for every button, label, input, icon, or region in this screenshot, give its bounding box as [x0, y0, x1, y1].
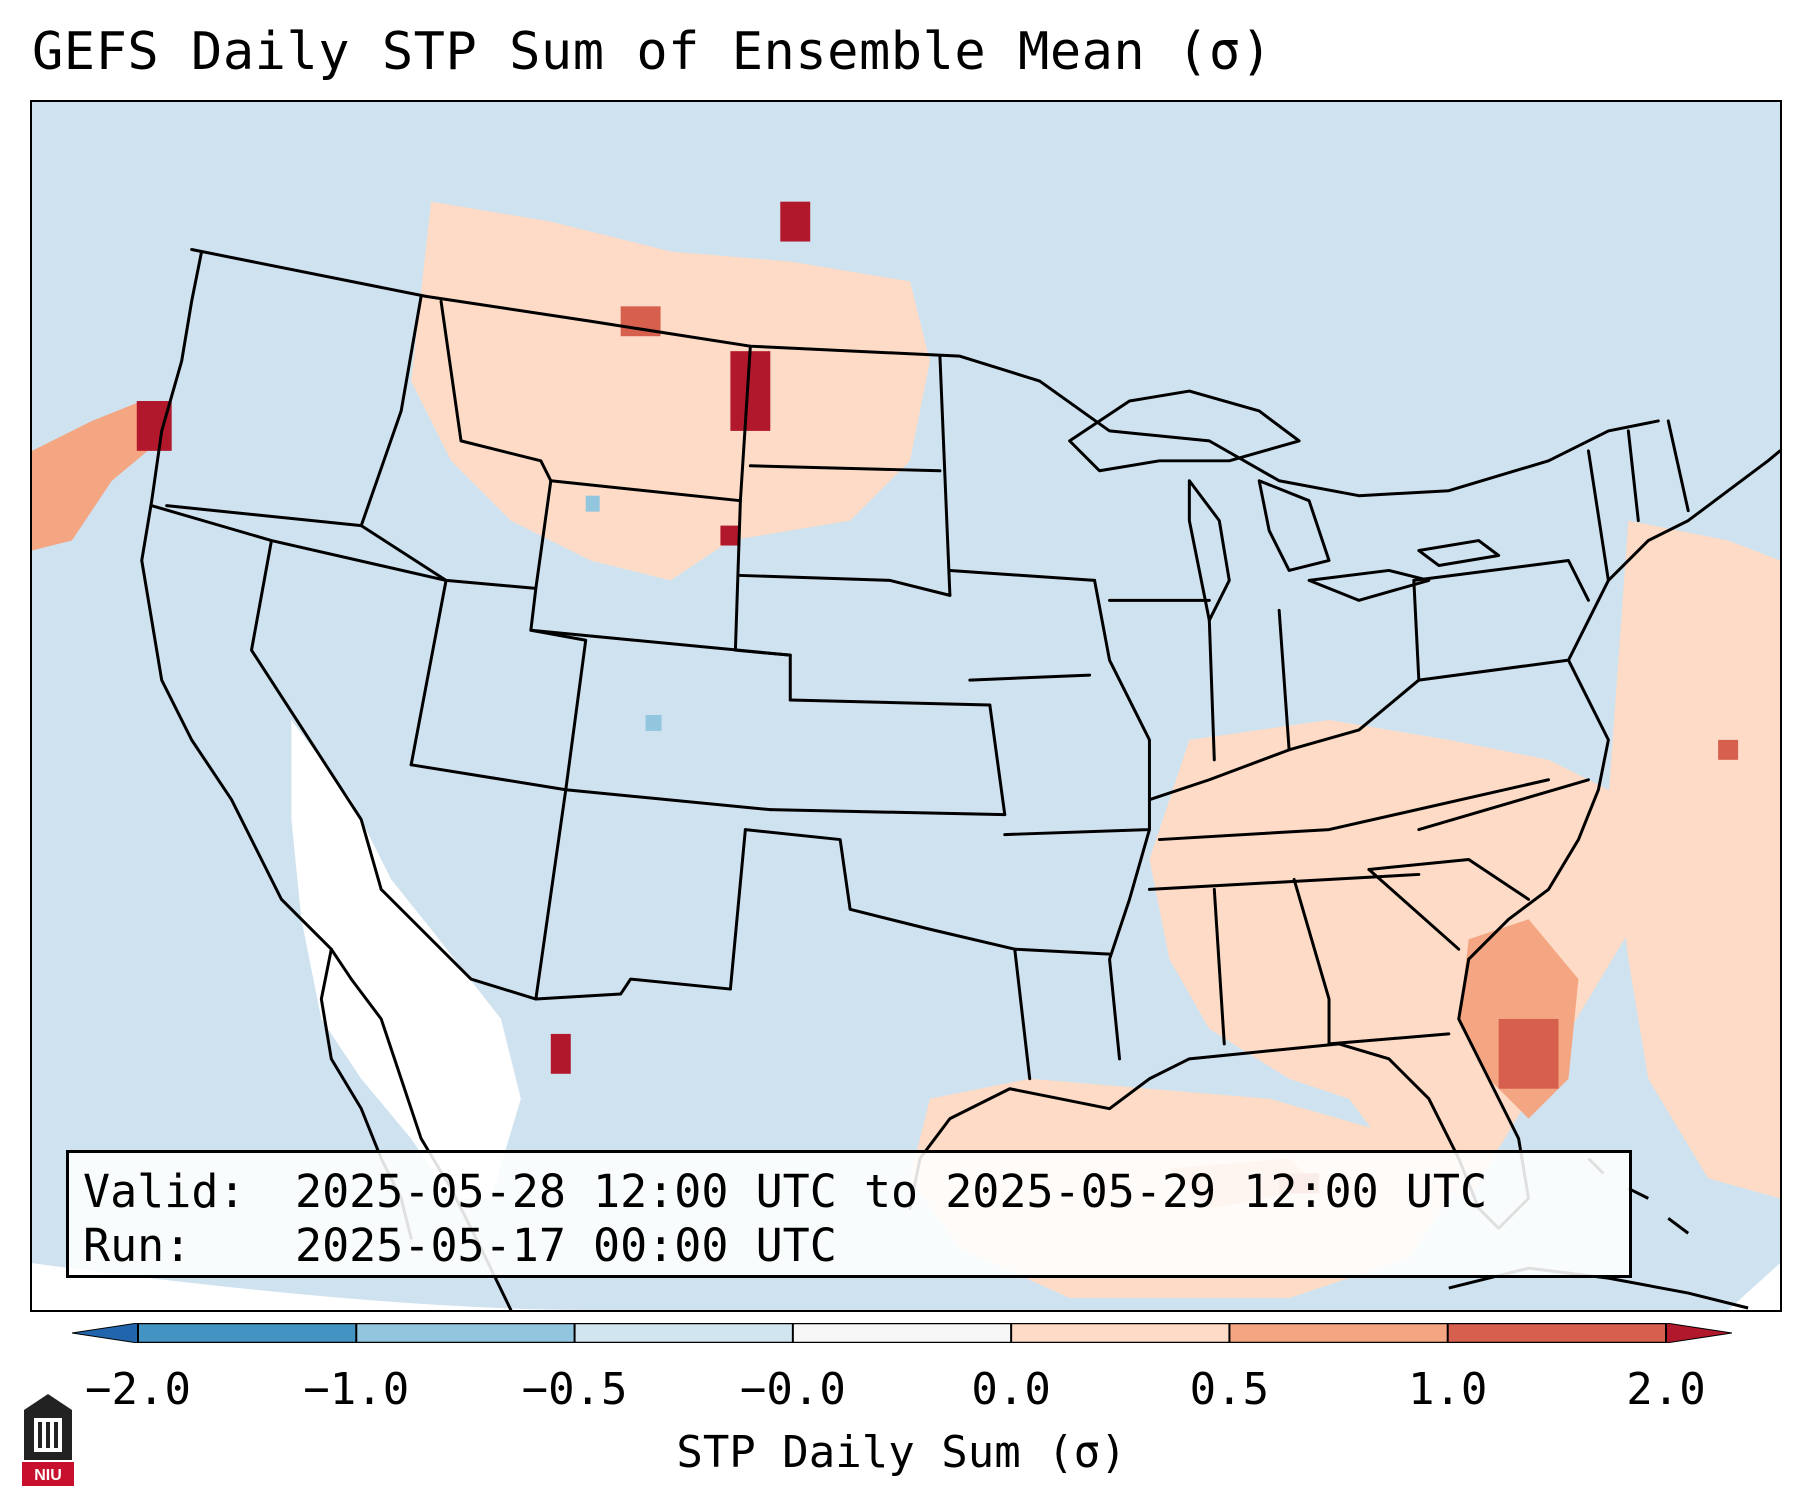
border-al-ga: [1292, 877, 1331, 1046]
patch-northern-plains: [411, 201, 930, 581]
state-borders: [140, 248, 1780, 1310]
border-or-id: [359, 524, 448, 582]
border-ut-co: [529, 586, 588, 792]
border-tn-south: [1147, 872, 1421, 891]
run-time-text: 2025-05-17 00:00 UTC: [295, 1219, 837, 1272]
border-mt-wy: [549, 479, 742, 503]
border-wa-id: [359, 294, 423, 528]
map-canvas: [32, 201, 1780, 1310]
colorbar-tick-label: −2.0: [85, 1364, 191, 1415]
border-mt-nd: [738, 344, 752, 503]
border-az-mexico: [379, 887, 538, 1001]
border-or-ca-nv: [150, 504, 448, 582]
colorbar-tick-label: −1.0: [303, 1364, 410, 1415]
lake-ontario: [1417, 539, 1501, 567]
border-nm-tx: [534, 828, 747, 1001]
border-ne-ks: [788, 698, 992, 707]
border-wa-or: [165, 504, 363, 528]
coastline-gulf: [908, 1042, 1501, 1230]
border-nv-ut: [409, 578, 448, 767]
colorbar-extend-high: [1665, 1323, 1732, 1343]
border-ga-fl: [1327, 1032, 1451, 1046]
colorbar-segment: [1011, 1323, 1230, 1343]
projection-edge: [32, 1263, 591, 1310]
border-canada-us: [190, 248, 1660, 498]
border-in-oh: [1277, 608, 1291, 752]
colorbar-segment: [792, 1323, 1012, 1343]
colorbar-segment: [138, 1323, 357, 1343]
border-ut-az: [409, 763, 568, 792]
anomaly-patches: [32, 201, 1780, 1299]
colorbar-segment: [1229, 1323, 1449, 1343]
chart-title: GEFS Daily STP Sum of Ensemble Mean (σ): [32, 22, 1273, 82]
lake-erie: [1307, 568, 1431, 602]
negative-cell-wyoming: [585, 495, 600, 512]
border-ks-ok: [768, 808, 1007, 817]
hotspot-nd-border: [780, 201, 811, 242]
border-oh-pa: [1412, 578, 1421, 682]
border-pa-south: [1417, 658, 1570, 682]
border-az-nm: [534, 788, 568, 1001]
border-id-mt: [439, 299, 553, 483]
border-ms-river: [1093, 578, 1151, 1061]
colorbar-tick-label: −0.5: [521, 1364, 628, 1415]
border-ohio-river: [1147, 678, 1421, 802]
colorbar-segment: [1447, 1323, 1667, 1343]
hotspot-oregon-coast: [136, 401, 172, 451]
border-nd-mn: [938, 354, 952, 597]
border-ok-tx: [743, 828, 1017, 951]
niu-logo-icon: NIU: [22, 1394, 74, 1486]
run-label: Run:: [83, 1219, 192, 1272]
border-mo-ar: [1003, 828, 1151, 837]
border-ia-mo: [968, 673, 1092, 682]
colorbar-tick-label: 0.5: [1189, 1364, 1270, 1415]
patch-pacific: [32, 401, 172, 551]
logo-text: NIU: [34, 1467, 62, 1484]
lake-huron: [1257, 479, 1331, 572]
border-ks-mo: [988, 703, 1007, 817]
colorbar-extend-low: [72, 1323, 139, 1343]
hotspot-atlantic: [1718, 739, 1739, 760]
valid-run-info-box: Valid: 2025-05-28 12:00 UTC to 2025-05-29…: [66, 1150, 1632, 1278]
colorbar-segment: [574, 1323, 794, 1343]
coastline-pacific: [140, 250, 513, 1310]
patch-southwest-neutral: [291, 719, 521, 1199]
border-il-in: [1207, 618, 1216, 762]
border-sd-ne: [738, 573, 952, 597]
border-ms-al: [1212, 887, 1226, 1046]
coastline-atlantic: [1457, 449, 1780, 1230]
border-nd-sd: [748, 464, 942, 473]
colorbar-label: STP Daily Sum (σ): [676, 1427, 1127, 1478]
border-nc-sc: [1367, 857, 1531, 901]
border-ar-la: [1013, 947, 1112, 956]
negative-cell-colorado: [645, 714, 662, 731]
projection-edge-right: [1728, 1263, 1780, 1310]
border-mn-ia: [948, 568, 1097, 582]
border-pa-ny: [1412, 558, 1590, 602]
border-wy-ne-co: [733, 499, 792, 702]
colorbar-segment: [356, 1323, 576, 1343]
border-va-nc: [1417, 778, 1590, 832]
patch-atlantic: [1608, 520, 1780, 1199]
colorbar-tick-label: −0.0: [739, 1364, 846, 1415]
border-ca-nv: [250, 539, 383, 891]
border-ky-tn: [1157, 778, 1551, 842]
colorbar: [72, 1323, 1732, 1343]
border-ga-sc: [1367, 867, 1461, 951]
valid-label: Valid:: [83, 1165, 246, 1218]
hotspot-nm: [550, 1033, 571, 1074]
colorbar-tick-label: 1.0: [1407, 1364, 1488, 1415]
border-new-england: [1586, 419, 1690, 582]
border-tx-la: [1013, 947, 1032, 1081]
colorbar-tick-label: 2.0: [1626, 1364, 1706, 1415]
map-panel: [30, 100, 1782, 1312]
colorbar-tick-label: 0.0: [971, 1364, 1051, 1415]
border-co-nm: [564, 788, 772, 812]
hotspot-sd: [720, 525, 741, 546]
lake-superior: [1068, 389, 1301, 473]
valid-time-text: 2025-05-28 12:00 UTC to 2025-05-29 12:00…: [295, 1165, 1488, 1218]
hotspot-georgia-coast: [1498, 1018, 1559, 1089]
